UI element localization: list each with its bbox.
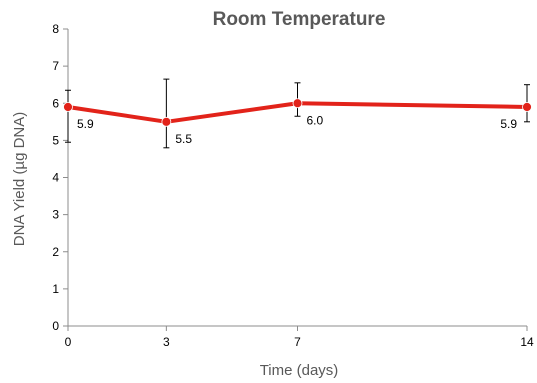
y-axis-label: DNA Yield (µg DNA) (11, 112, 28, 247)
y-tick-label: 5 (52, 133, 59, 147)
data-point (292, 98, 303, 109)
x-tick-label: 7 (294, 335, 301, 349)
y-tick-label: 6 (52, 96, 59, 110)
y-tick-label: 3 (52, 208, 59, 222)
data-label: 5.9 (77, 117, 94, 131)
axis-ticks: 0 1 2 3 4 5 6 7 8 0 3 7 14 (52, 22, 534, 349)
y-tick-label: 1 (52, 282, 59, 296)
x-axis-label: Time (days) (260, 362, 339, 379)
series-group (63, 98, 532, 127)
y-tick-label: 0 (52, 319, 59, 333)
data-label: 5.5 (175, 132, 192, 146)
data-point (522, 102, 532, 112)
y-tick-label: 4 (52, 171, 59, 185)
data-labels: 5.9 5.5 6.0 5.9 (77, 113, 517, 146)
data-point (63, 102, 73, 112)
y-tick-label: 2 (52, 245, 59, 259)
data-label: 6.0 (307, 113, 324, 127)
x-tick-label: 14 (520, 335, 534, 349)
x-tick-label: 3 (163, 335, 170, 349)
y-tick-label: 7 (52, 59, 59, 73)
chart-title: Room Temperature (213, 9, 386, 30)
y-tick-label: 8 (52, 22, 59, 36)
data-label: 5.9 (500, 117, 517, 131)
series-line (66, 101, 529, 124)
error-bars (65, 78, 530, 149)
x-tick-label: 0 (65, 335, 72, 349)
data-point (161, 116, 172, 127)
